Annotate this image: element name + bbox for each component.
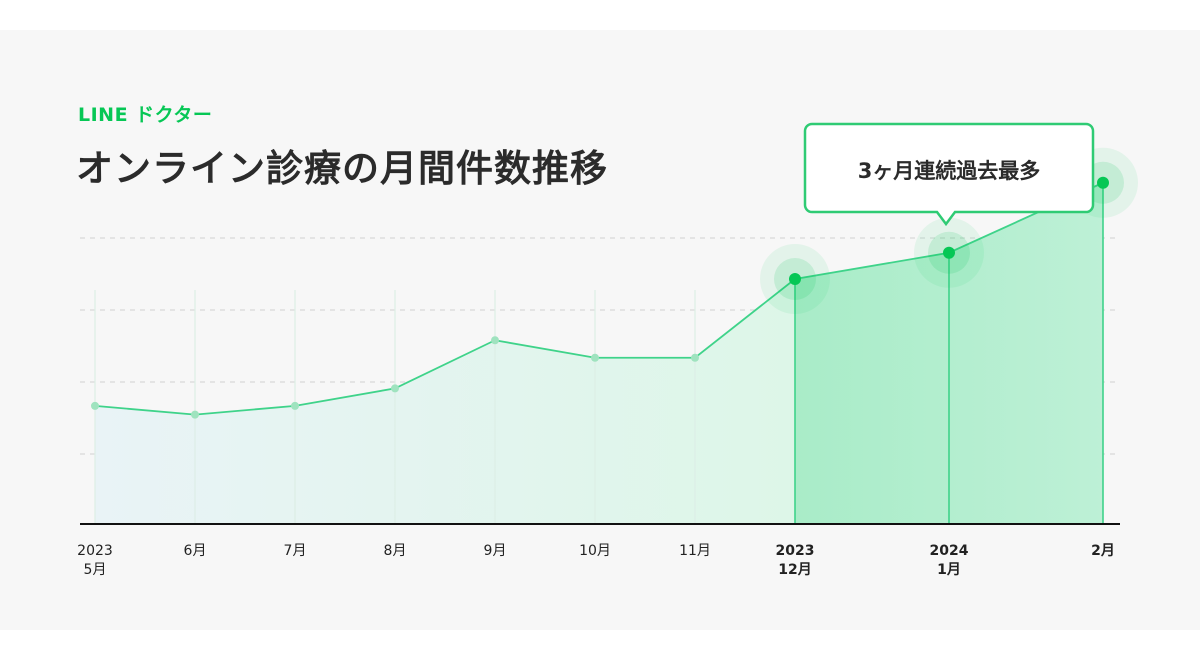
area-fill [95, 279, 795, 524]
chart-title: オンライン診療の月間件数推移 [76, 147, 608, 190]
x-tick-label: 11月 [679, 543, 711, 559]
x-tick-label: 2023 [77, 543, 113, 559]
x-tick-label: 8月 [384, 543, 407, 559]
data-point-highlight [789, 273, 801, 285]
callout-text: 3ヶ月連続過去最多 [858, 159, 1041, 183]
x-tick-label-sub: 1月 [937, 562, 961, 578]
line-doctor-logo: LINE ドクター [78, 104, 213, 126]
data-point [391, 384, 399, 393]
data-point [691, 353, 699, 362]
x-tick-label: 9月 [484, 543, 507, 559]
x-tick-label: 7月 [284, 543, 307, 559]
x-tick-label: 2024 [930, 543, 969, 559]
x-tick-label-sub: 5月 [84, 562, 107, 578]
x-tick-label: 2月 [1091, 543, 1115, 559]
data-point [191, 410, 199, 419]
series-line [94, 181, 1104, 416]
x-tick-label-sub: 12月 [778, 562, 811, 578]
data-point [291, 401, 299, 410]
x-tick-label: 10月 [579, 543, 611, 559]
callout-bubble [803, 122, 1095, 227]
data-point-highlight [1097, 176, 1109, 189]
data-point [591, 353, 599, 362]
data-point-highlight [943, 246, 955, 259]
data-point [491, 336, 499, 345]
x-tick-label: 6月 [184, 543, 207, 559]
x-tick-label: 2023 [776, 543, 815, 559]
data-point [91, 401, 99, 410]
